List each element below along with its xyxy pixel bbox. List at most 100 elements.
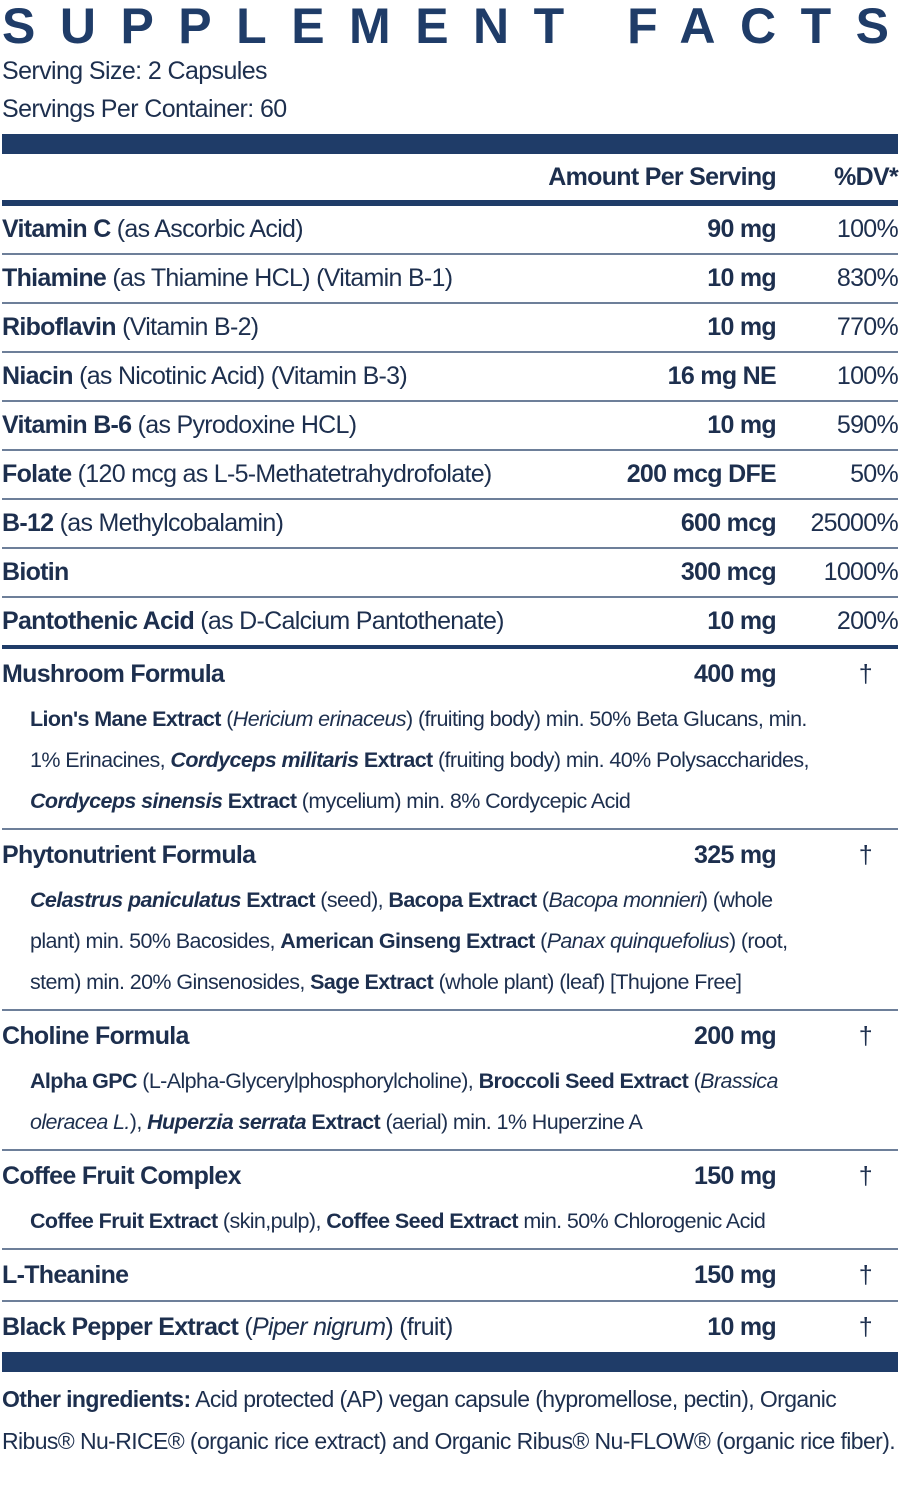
text-segment: L-Theanine [2, 1260, 129, 1289]
text-segment: (as Ascorbic Acid) [110, 215, 304, 243]
servings-per-container: Servings Per Container: 60 [2, 95, 287, 123]
ingredient-name: Pantothenic Acid (as D-Calcium Pantothen… [2, 607, 576, 636]
ingredient-row: Vitamin B-6 (as Pyrodoxine HCL) 10 mg 590% [2, 402, 899, 451]
amount: 10 mg [707, 313, 776, 341]
ingredient-name: Riboflavin (Vitamin B-2) [2, 313, 576, 342]
dv-header: %DV* [834, 162, 899, 191]
divider [2, 1352, 898, 1372]
daily-value: 100% [836, 362, 899, 390]
text-segment: Riboflavin [2, 313, 117, 341]
formula-description: Lion's Mane Extract (Hericium erinaceus)… [2, 699, 898, 828]
text-segment: (as Thiamine HCL) (Vitamin B-1) [106, 264, 453, 292]
text-segment: Piper nigrum [252, 1312, 386, 1341]
text-segment: ) (fruit) [385, 1312, 453, 1341]
daily-value: † [858, 1312, 873, 1341]
text-segment: (as D-Calcium Pantothenate) [194, 607, 504, 635]
text-segment: Bacopa monnieri [548, 888, 701, 912]
text-segment: Extract [306, 1110, 381, 1134]
ingredient-row: Riboflavin (Vitamin B-2) 10 mg 770% [2, 304, 899, 353]
formula-description: Alpha GPC (L-Alpha-Glycerylphosphorylcho… [2, 1061, 898, 1149]
daily-value: † [858, 1161, 873, 1190]
daily-value: † [858, 659, 873, 688]
text-segment: (whole plant) (leaf) [Thujone Free] [433, 970, 742, 994]
amount: 200 mg [694, 1021, 777, 1050]
text-segment: Other ingredients: [2, 1386, 191, 1412]
formula-list: Mushroom Formula 400 mg † Lion's Mane Extra… [2, 649, 898, 1352]
daily-value: † [858, 1021, 873, 1050]
ingredient-row: Thiamine (as Thiamine HCL) (Vitamin B-1)… [2, 255, 899, 304]
text-segment: Vitamin C [2, 215, 111, 243]
daily-value: † [858, 840, 873, 869]
ingredient-row: Coffee Fruit Complex 150 mg † [2, 1151, 898, 1201]
ingredient-name: Coffee Fruit Complex [2, 1162, 576, 1191]
formula-description: Coffee Fruit Extract (skin,pulp), Coffee… [2, 1201, 898, 1248]
formula: Black Pepper Extract (Piper nigrum) (fru… [2, 1302, 898, 1352]
text-segment: Vitamin B-6 [2, 411, 132, 439]
text-segment: Hericium erinaceus [232, 707, 407, 731]
ingredient-row: Folate (120 mcg as L-5-Methatetrahydrofo… [2, 451, 899, 500]
divider [2, 134, 898, 154]
text-segment: (120 mcg as L-5-Methatetrahydrofolate) [71, 460, 493, 488]
text-segment: Cordyceps militaris [170, 748, 359, 772]
amount: 150 mg [694, 1260, 777, 1289]
daily-value: 770% [836, 313, 899, 341]
daily-value: 25000% [810, 509, 898, 537]
text-segment: Extract [222, 789, 297, 813]
text-segment: Acid protected (AP) vegan capsule (hypro… [2, 1386, 896, 1454]
text-segment: Choline Formula [2, 1021, 189, 1050]
text-segment: Extract [358, 748, 433, 772]
amount: 325 mg [694, 840, 777, 869]
formula: Coffee Fruit Complex 150 mg † Coffee Fruit … [2, 1151, 898, 1250]
ingredient-row: L-Theanine 150 mg † [2, 1250, 898, 1300]
text-segment: ( [688, 1069, 701, 1093]
ingredient-name: Niacin (as Nicotinic Acid) (Vitamin B-3) [2, 362, 576, 391]
ingredient-name: Black Pepper Extract (Piper nigrum) (fru… [2, 1313, 576, 1342]
formula: Mushroom Formula 400 mg † Lion's Mane Extra… [2, 649, 898, 830]
text-segment: Pantothenic Acid [2, 607, 195, 635]
divider [2, 645, 898, 649]
text-segment: Biotin [2, 558, 69, 586]
text-segment: Extract [240, 888, 315, 912]
text-segment: ( [238, 1312, 252, 1341]
text-segment: ), [129, 1110, 148, 1134]
ingredient-name: Biotin [2, 558, 576, 587]
text-segment: (as Nicotinic Acid) (Vitamin B-3) [72, 362, 408, 390]
ingredient-name: Vitamin B-6 (as Pyrodoxine HCL) [2, 411, 576, 440]
text-segment: (fruiting body) min. 40% Polysaccharides… [432, 748, 810, 772]
text-segment: Coffee Fruit Complex [2, 1161, 241, 1190]
vitamin-list: Vitamin C (as Ascorbic Acid) 90 mg 100% Thi… [2, 206, 899, 645]
text-segment: Alpha GPC [30, 1069, 137, 1093]
ingredient-name: Choline Formula [2, 1022, 576, 1051]
text-segment: Lion's Mane Extract [30, 707, 221, 731]
amount: 16 mg NE [667, 362, 777, 390]
text-segment: Thiamine [2, 264, 107, 292]
formula: Phytonutrient Formula 325 mg † Celastrus pa… [2, 830, 898, 1011]
amount-header: Amount Per Serving [548, 162, 776, 191]
column-header: Amount Per Serving %DV* [2, 154, 898, 200]
ingredient-name: Thiamine (as Thiamine HCL) (Vitamin B-1) [2, 264, 576, 293]
formula-description: Celastrus paniculatus Extract (seed), Ba… [2, 880, 898, 1009]
text-segment: ( [220, 707, 233, 731]
ingredient-row: Vitamin C (as Ascorbic Acid) 90 mg 100% [2, 206, 899, 255]
ingredient-row: B-12 (as Methylcobalamin) 600 mcg 25000% [2, 500, 899, 549]
text-segment: Panax quinquefolius [546, 929, 730, 953]
text-segment: Celastrus paniculatus [30, 888, 241, 912]
text-segment: ) (root, stem) min. 20% Ginsenosides, [30, 929, 788, 994]
ingredient-row: Choline Formula 200 mg † [2, 1011, 898, 1061]
other-ingredients: Other ingredients: Acid protected (AP) v… [2, 1372, 898, 1462]
text-segment: B-12 [2, 509, 54, 537]
text-segment: Brassica oleracea L. [30, 1069, 778, 1134]
title: SUPPLEMENT FACTS [2, 0, 900, 54]
amount: 10 mg [707, 264, 776, 292]
formula: Choline Formula 200 mg † Alpha GPC (L-Alpha… [2, 1011, 898, 1151]
text-segment: (as Pyrodoxine HCL) [131, 411, 357, 439]
text-segment: ( [536, 888, 549, 912]
ingredient-name: Folate (120 mcg as L-5-Methatetrahydrofo… [2, 460, 576, 489]
daily-value: 200% [836, 607, 899, 635]
text-segment: (seed), [314, 888, 389, 912]
formula: L-Theanine 150 mg † [2, 1250, 898, 1302]
text-segment: Black Pepper Extract [2, 1312, 239, 1341]
text-segment: (as Methylcobalamin) [53, 509, 284, 537]
text-segment: ) (fruiting body) min. 50% Beta Glucans,… [30, 707, 807, 772]
